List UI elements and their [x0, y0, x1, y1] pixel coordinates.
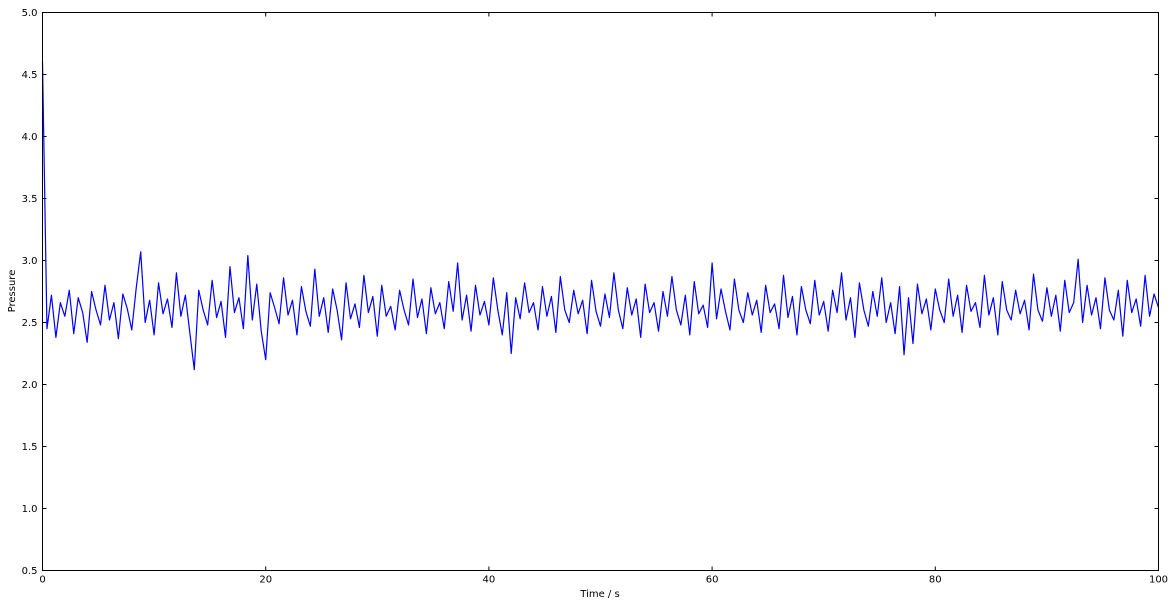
x-tick-label: 20 [259, 575, 272, 586]
x-tick-label: 0 [39, 575, 45, 586]
y-tick-label: 3.0 [22, 256, 38, 267]
y-tick-label: 5.0 [22, 8, 38, 19]
x-tick-label: 40 [483, 575, 496, 586]
y-axis-label: Pressure [7, 270, 18, 313]
y-tick-label: 1.5 [22, 442, 38, 453]
x-axis-label: Time / s [579, 589, 619, 600]
ticks: 0 20 40 60 80 100 0.5 1.0 1.5 2.0 2.5 3.0 3.5 4.0 4.5 5… [22, 8, 1168, 586]
x-tick-label: 80 [929, 575, 942, 586]
y-tick-label: 0.5 [22, 566, 38, 577]
y-tick-label: 1.0 [22, 504, 38, 515]
y-tick-label: 3.5 [22, 194, 38, 205]
x-tick-label: 60 [706, 575, 719, 586]
pressure-series-line [41, 62, 1160, 371]
plot-frame [42, 12, 1159, 571]
y-tick-label: 4.5 [22, 70, 38, 81]
y-tick-label: 2.5 [22, 318, 38, 329]
y-tick-label: 4.0 [22, 132, 38, 143]
y-tick-label: 2.0 [22, 380, 38, 391]
x-tick-label: 100 [1149, 575, 1168, 586]
